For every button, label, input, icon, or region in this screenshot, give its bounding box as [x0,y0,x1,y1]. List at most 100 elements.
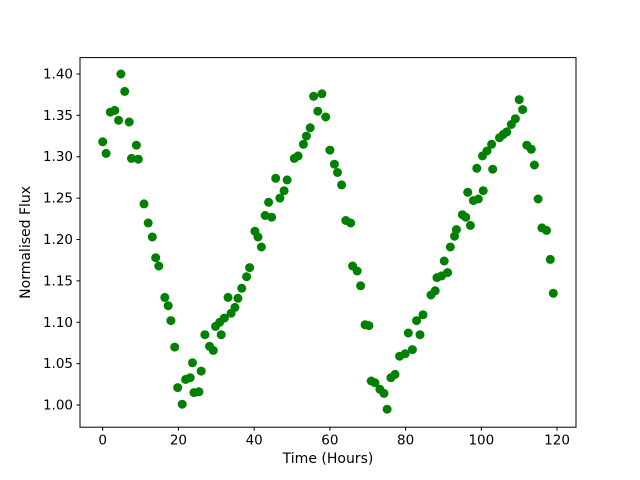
data-point [321,112,331,122]
data-point [120,86,130,96]
y-tick-label: 1.30 [43,149,73,165]
data-point [298,139,308,149]
data-point [110,105,120,115]
data-point [445,242,455,252]
data-point [143,218,153,228]
data-point [346,218,356,228]
data-point [329,159,339,169]
data-point [542,225,551,235]
data-point [133,154,143,164]
data-point [237,283,247,293]
x-tick-label: 100 [468,433,494,449]
data-point [518,105,528,115]
data-point [177,399,187,409]
data-point [502,127,512,137]
data-point [439,256,449,266]
data-point [364,321,374,331]
x-tick-label: 0 [98,433,107,449]
data-point [443,268,453,278]
y-tick-label: 1.15 [43,273,73,289]
data-point [253,232,263,242]
data-point [461,212,471,222]
data-point [510,114,520,124]
y-axis-label: Normalised Flux [18,186,34,299]
data-point [548,288,558,298]
data-point [514,95,524,105]
data-point [478,186,488,196]
data-point [200,330,210,340]
data-point [139,199,149,209]
data-point [114,115,124,125]
data-point [487,139,497,149]
data-point [131,140,141,150]
data-point [352,266,362,276]
data-point [463,187,473,197]
data-point [233,293,243,303]
data-point [526,144,536,154]
data-point [418,310,428,320]
data-point [545,254,555,264]
y-tick-label: 1.05 [43,356,73,372]
data-point [196,366,206,376]
data-point [242,272,252,282]
data-point [473,194,483,204]
data-point [185,373,195,383]
data-point [379,388,389,398]
data-point [151,253,161,263]
data-point [325,145,335,155]
x-tick-label: 120 [544,433,570,449]
data-point [407,345,417,355]
data-point [430,286,440,296]
data-point [356,281,366,291]
data-point [154,261,164,271]
data-point [279,186,289,196]
data-point [223,292,233,302]
data-point [271,173,281,183]
data-point [400,349,410,359]
x-tick-label: 60 [321,433,338,449]
data-point [529,160,539,170]
y-tick-label: 1.10 [43,315,73,331]
data-point [309,91,319,101]
y-tick-label: 1.25 [43,191,73,207]
x-tick-label: 40 [246,433,263,449]
data-point [390,369,400,379]
data-point [412,316,422,326]
data-point [415,330,425,340]
data-point [173,383,183,393]
data-point [267,212,277,222]
data-point [256,242,266,252]
x-tick-label: 80 [397,433,414,449]
data-point [163,301,173,311]
data-point [282,175,292,185]
y-tick-label: 1.20 [43,232,73,248]
tick-layer: 0 20 40 60 80 100 120 1.00 1.05 1.10 1.15 1.20 1.25 1… [43,66,570,448]
data-point [188,358,197,368]
data-point [337,180,347,190]
data-point [116,69,126,79]
data-point [245,263,255,273]
data-point [194,387,204,397]
data-point [451,225,461,235]
x-tick-label: 20 [170,433,187,449]
data-point [101,148,111,158]
data-point [166,316,176,326]
data-point [472,163,482,173]
data-point [293,151,303,161]
data-point [216,330,226,340]
data-point [127,153,136,163]
data-point [305,123,315,133]
data-point [98,137,108,147]
data-point [333,168,342,177]
y-tick-label: 1.00 [43,398,73,414]
data-point [230,302,240,312]
data-point [370,378,380,388]
data-point [264,197,274,207]
data-point [382,404,392,414]
data-point [160,292,170,302]
data-point [533,194,543,204]
axes-spines [79,57,577,428]
data-point [124,117,134,127]
x-axis-label: Time (Hours) [282,451,374,467]
data-point [219,313,229,323]
